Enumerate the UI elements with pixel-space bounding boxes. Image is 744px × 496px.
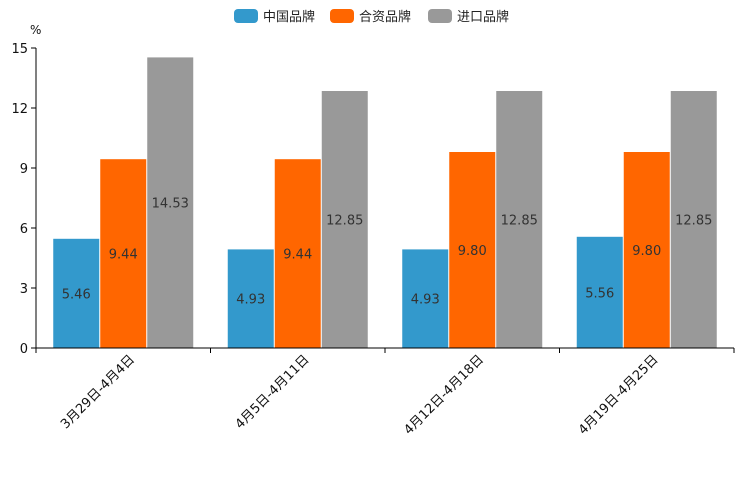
bar [576, 236, 623, 348]
data-label: 4.93 [411, 293, 440, 308]
data-label: 9.44 [283, 248, 312, 263]
bar [496, 91, 543, 348]
data-label: 5.56 [585, 286, 614, 301]
y-axis-unit: % [30, 23, 41, 37]
bar [274, 159, 321, 348]
y-axis: 0 3 6 9 12 15 [11, 42, 37, 357]
bar [402, 249, 449, 348]
bar [670, 91, 717, 348]
data-label: 9.80 [632, 244, 661, 259]
x-tick-label: 4月5日-4月11日 [233, 352, 313, 432]
data-label: 14.53 [152, 197, 189, 212]
x-tick-label: 4月19日-4月25日 [576, 352, 662, 438]
x-tick-label: 3月29日-4月4日 [58, 352, 138, 432]
data-label: 5.46 [62, 287, 91, 302]
bar [227, 249, 274, 348]
x-axis: 3月29日-4月4日 4月5日-4月11日 4月12日-4月18日 4月19日-4月2… [35, 347, 735, 438]
data-label: 9.44 [109, 248, 138, 263]
bar [147, 57, 194, 349]
data-label: 4.93 [236, 293, 265, 308]
legend-entry: 中国品牌 [263, 9, 315, 25]
bar [321, 91, 368, 348]
bar [623, 152, 670, 348]
bar [100, 159, 147, 348]
y-tick-label: 9 [20, 162, 28, 177]
y-tick-label: 0 [20, 342, 28, 357]
bars: 5.46 9.44 14.53 4.93 9.44 12.85 4.93 9.80 12.85 5… [53, 57, 717, 349]
legend-entry: 进口品牌 [457, 9, 509, 25]
data-label: 12.85 [675, 214, 712, 229]
y-tick-label: 3 [20, 282, 28, 297]
bar [53, 238, 100, 348]
y-tick-label: 6 [20, 222, 28, 237]
data-label: 12.85 [501, 214, 538, 229]
legend-swatch [234, 9, 258, 23]
legend-entry: 合资品牌 [359, 9, 411, 25]
bar [449, 152, 496, 348]
legend-swatch [428, 9, 452, 23]
legend: 中国品牌 合资品牌 进口品牌 [234, 9, 509, 25]
data-label: 12.85 [326, 214, 363, 229]
legend-swatch [330, 9, 354, 23]
y-tick-label: 15 [11, 42, 28, 57]
x-tick-label: 4月12日-4月18日 [401, 352, 487, 438]
y-tick-label: 12 [11, 102, 28, 117]
data-label: 9.80 [458, 244, 487, 259]
